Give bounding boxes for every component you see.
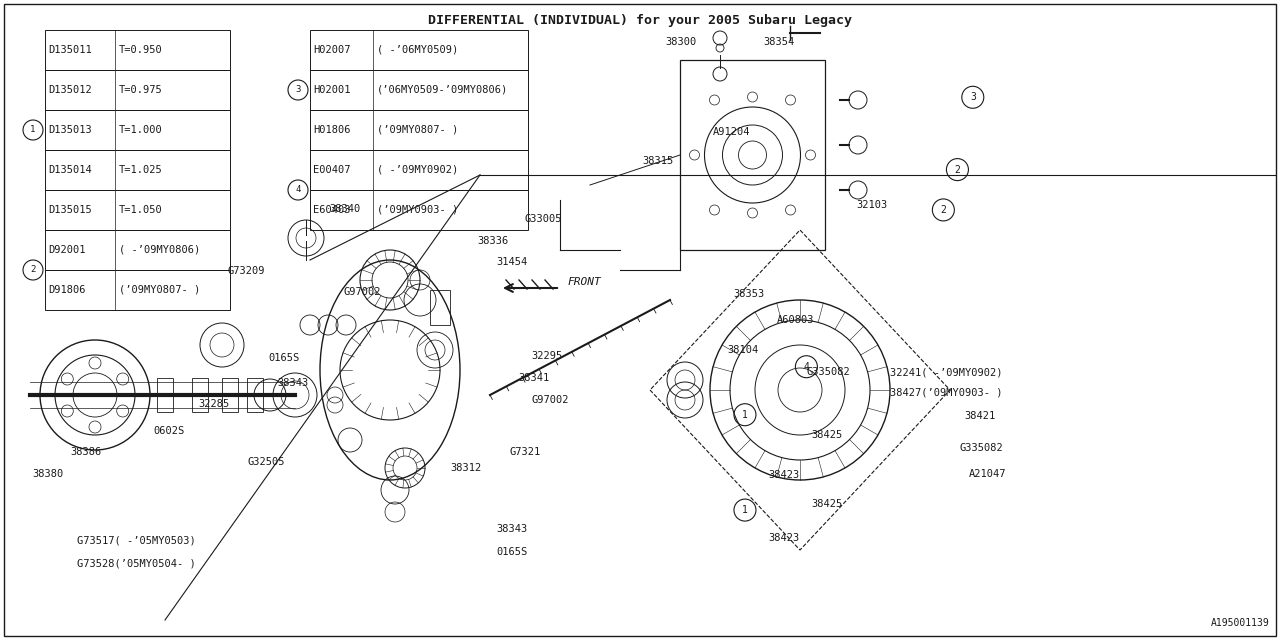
Bar (45, 110, 230, 150)
Bar (45, 230, 230, 270)
Text: G73528(’05MY0504- ): G73528(’05MY0504- ) (77, 558, 196, 568)
Text: 0602S: 0602S (154, 426, 184, 436)
Text: 38354: 38354 (763, 36, 794, 47)
Text: ( -’09MY0806): ( -’09MY0806) (119, 245, 200, 255)
Text: 1: 1 (742, 410, 748, 420)
Text: (’09MY0807- ): (’09MY0807- ) (378, 125, 458, 135)
Text: H02001: H02001 (314, 85, 351, 95)
Text: G73209: G73209 (228, 266, 265, 276)
Bar (45, 30, 230, 70)
Text: 32295: 32295 (531, 351, 562, 362)
Text: 38427(’09MY0903- ): 38427(’09MY0903- ) (890, 387, 1002, 397)
Text: 1: 1 (742, 505, 748, 515)
Bar (310, 150, 529, 190)
Bar (221, 378, 238, 412)
Text: 0165S: 0165S (497, 547, 527, 557)
Text: (’09MY0807- ): (’09MY0807- ) (119, 285, 200, 295)
Bar (430, 290, 451, 325)
Text: D135014: D135014 (49, 165, 92, 175)
Text: 0165S: 0165S (269, 353, 300, 364)
Text: E60403: E60403 (314, 205, 351, 215)
Text: T=1.000: T=1.000 (119, 125, 163, 135)
Text: 32285: 32285 (198, 399, 229, 410)
Text: 38343: 38343 (497, 524, 527, 534)
Bar (192, 378, 207, 412)
Text: (’09MY0903- ): (’09MY0903- ) (378, 205, 458, 215)
Bar (310, 70, 529, 110)
Text: A21047: A21047 (969, 468, 1006, 479)
Text: 3: 3 (970, 92, 975, 102)
Text: D92001: D92001 (49, 245, 86, 255)
Text: G97002: G97002 (531, 395, 568, 405)
Text: T=0.950: T=0.950 (119, 45, 163, 55)
Bar (45, 150, 230, 190)
Bar (157, 378, 173, 412)
Text: G73517( -’05MY0503): G73517( -’05MY0503) (77, 536, 196, 546)
Text: 2: 2 (941, 205, 946, 215)
Text: 4: 4 (804, 362, 809, 372)
Text: 38341: 38341 (518, 372, 549, 383)
Text: ( -’06MY0509): ( -’06MY0509) (378, 45, 458, 55)
Text: 3: 3 (296, 86, 301, 95)
Text: T=1.025: T=1.025 (119, 165, 163, 175)
Text: A91204: A91204 (713, 127, 750, 138)
Text: 38312: 38312 (451, 463, 481, 474)
Text: DIFFERENTIAL (INDIVIDUAL) for your 2005 Subaru Legacy: DIFFERENTIAL (INDIVIDUAL) for your 2005 … (428, 14, 852, 27)
Text: E00407: E00407 (314, 165, 351, 175)
Text: D135012: D135012 (49, 85, 92, 95)
Text: 38340: 38340 (329, 204, 360, 214)
Text: 1: 1 (31, 125, 36, 134)
Text: T=1.050: T=1.050 (119, 205, 163, 215)
Text: H02007: H02007 (314, 45, 351, 55)
Text: G7321: G7321 (509, 447, 540, 458)
Text: 38315: 38315 (643, 156, 673, 166)
Text: 38353: 38353 (733, 289, 764, 300)
Text: 32241( -’09MY0902): 32241( -’09MY0902) (890, 367, 1002, 378)
Bar (680, 60, 826, 250)
Bar (310, 30, 529, 70)
Text: G32505: G32505 (247, 457, 284, 467)
Text: 38336: 38336 (477, 236, 508, 246)
Text: G97002: G97002 (343, 287, 380, 298)
Text: (’06MY0509-’09MY0806): (’06MY0509-’09MY0806) (378, 85, 508, 95)
Text: 31454: 31454 (497, 257, 527, 268)
Text: D135013: D135013 (49, 125, 92, 135)
Bar (45, 190, 230, 230)
Bar (247, 378, 262, 412)
Text: H01806: H01806 (314, 125, 351, 135)
Text: T=0.975: T=0.975 (119, 85, 163, 95)
Text: 38425: 38425 (812, 499, 842, 509)
Text: G33005: G33005 (525, 214, 562, 224)
Text: 38343: 38343 (278, 378, 308, 388)
Text: 2: 2 (31, 266, 36, 275)
Text: 32103: 32103 (856, 200, 887, 210)
Bar (310, 110, 529, 150)
Bar (310, 190, 529, 230)
Text: 38423: 38423 (768, 532, 799, 543)
Text: 4: 4 (296, 186, 301, 195)
Text: 38104: 38104 (727, 345, 758, 355)
Text: 38425: 38425 (812, 430, 842, 440)
Text: ( -’09MY0902): ( -’09MY0902) (378, 165, 458, 175)
Text: FRONT: FRONT (567, 277, 600, 287)
Text: D135011: D135011 (49, 45, 92, 55)
Bar (45, 270, 230, 310)
Text: 38421: 38421 (964, 411, 995, 421)
Text: G335082: G335082 (960, 443, 1004, 453)
Text: 38380: 38380 (32, 468, 63, 479)
Bar (45, 70, 230, 110)
Text: A195001139: A195001139 (1211, 618, 1270, 628)
Text: A60803: A60803 (777, 315, 814, 325)
Text: 38386: 38386 (70, 447, 101, 458)
Text: 38300: 38300 (666, 36, 696, 47)
Text: D91806: D91806 (49, 285, 86, 295)
Text: 38423: 38423 (768, 470, 799, 480)
Text: G335082: G335082 (806, 367, 850, 378)
Text: D135015: D135015 (49, 205, 92, 215)
Text: 2: 2 (955, 164, 960, 175)
